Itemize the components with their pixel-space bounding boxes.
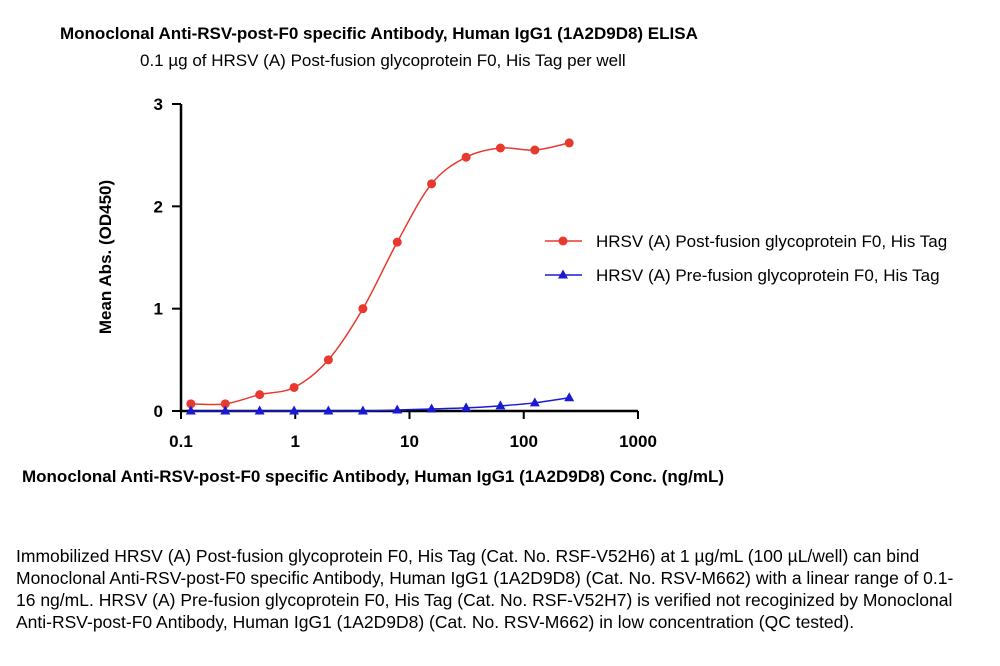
x-tick-label: 100 bbox=[510, 432, 538, 451]
chart-title: Monoclonal Anti-RSV-post-F0 specific Ant… bbox=[60, 24, 698, 43]
data-point bbox=[461, 152, 471, 162]
x-tick-label: 1 bbox=[291, 432, 300, 451]
data-point bbox=[529, 397, 540, 407]
axes bbox=[179, 104, 638, 413]
x-tick: 1000 bbox=[619, 411, 657, 451]
x-tick-label: 10 bbox=[400, 432, 419, 451]
data-point bbox=[220, 399, 230, 409]
data-point bbox=[358, 304, 368, 314]
series-curve bbox=[190, 142, 570, 406]
data-point bbox=[185, 405, 196, 415]
x-tick: 0.1 bbox=[169, 411, 193, 451]
data-point bbox=[564, 392, 575, 402]
y-tick: 1 bbox=[154, 300, 181, 319]
data-point bbox=[427, 179, 437, 189]
x-tick: 1 bbox=[291, 411, 300, 451]
y-tick: 2 bbox=[154, 197, 181, 216]
legend: HRSV (A) Post-fusion glycoprotein F0, Hi… bbox=[545, 232, 947, 285]
y-ticks: 0 1 2 3 bbox=[154, 95, 181, 421]
data-point bbox=[186, 399, 196, 409]
data-point bbox=[255, 390, 265, 400]
legend-marker-post-fusion bbox=[558, 236, 568, 246]
y-tick-label: 1 bbox=[154, 300, 163, 319]
y-axis-label: Mean Abs. (OD450) bbox=[96, 180, 115, 334]
y-tick-label: 0 bbox=[154, 402, 163, 421]
series-curve bbox=[190, 396, 570, 412]
data-point bbox=[495, 143, 505, 153]
legend-label-post-fusion: HRSV (A) Post-fusion glycoprotein F0, Hi… bbox=[596, 232, 947, 251]
data-point bbox=[461, 402, 472, 412]
x-tick: 10 bbox=[400, 411, 419, 451]
legend-marker-pre-fusion bbox=[558, 269, 568, 279]
x-ticks: 0.1 1 10 100 1000 bbox=[169, 411, 657, 451]
data-point bbox=[357, 405, 368, 415]
data-point bbox=[220, 405, 231, 415]
data-point bbox=[323, 405, 334, 415]
x-tick-label: 0.1 bbox=[169, 432, 193, 451]
data-point bbox=[289, 382, 299, 392]
data-point bbox=[254, 405, 265, 415]
data-point bbox=[426, 403, 437, 413]
x-axis-label: Monoclonal Anti-RSV-post-F0 specific Ant… bbox=[22, 467, 724, 486]
data-point bbox=[392, 404, 403, 414]
series-pre-fusion bbox=[185, 392, 575, 415]
data-point bbox=[323, 355, 333, 365]
data-point bbox=[564, 138, 574, 148]
y-tick: 3 bbox=[154, 95, 181, 114]
legend-label-pre-fusion: HRSV (A) Pre-fusion glycoprotein F0, His… bbox=[596, 266, 940, 285]
y-tick-label: 2 bbox=[154, 197, 163, 216]
elisa-chart: 0.1 1 10 100 1000 0 1 2 3 Monoclonal Anti-RSV-p… bbox=[22, 95, 947, 486]
x-tick-label: 1000 bbox=[619, 432, 657, 451]
y-tick: 0 bbox=[154, 402, 181, 421]
data-point bbox=[495, 400, 506, 410]
x-tick: 100 bbox=[510, 411, 538, 451]
data-point bbox=[530, 145, 540, 155]
series-layer bbox=[185, 138, 575, 415]
series-post-fusion bbox=[186, 138, 574, 409]
figure-caption: Immobilized HRSV (A) Post-fusion glycopr… bbox=[16, 546, 954, 632]
data-point bbox=[392, 237, 402, 247]
y-tick-label: 3 bbox=[154, 95, 163, 114]
chart-subtitle: 0.1 µg of HRSV (A) Post-fusion glycoprot… bbox=[140, 51, 626, 70]
data-point bbox=[289, 405, 300, 415]
